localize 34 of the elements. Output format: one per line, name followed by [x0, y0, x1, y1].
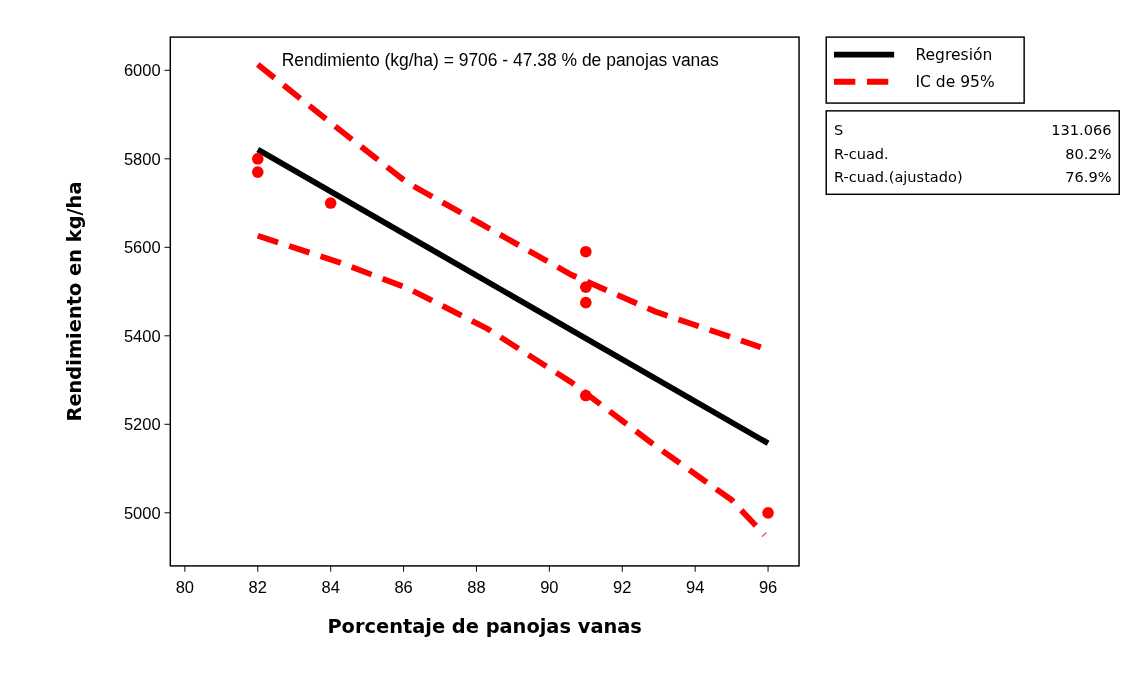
x-tick-label: 90 — [540, 578, 559, 597]
text: R-cuad.(ajustado) — [833, 167, 963, 185]
text: 80.2% — [1065, 144, 1112, 162]
x-tick-label: 96 — [758, 578, 778, 597]
x-tick-label: 92 — [613, 578, 632, 597]
point — [580, 281, 592, 293]
x-tick-label: 86 — [394, 578, 413, 597]
point — [251, 152, 264, 165]
y-tick-label: 5000 — [123, 503, 161, 522]
point — [580, 389, 592, 402]
x-tick-label: 80 — [175, 578, 195, 597]
point — [580, 245, 592, 258]
x-axis-title: Porcentaje de panojas vanas — [327, 614, 642, 638]
text: S — [833, 121, 844, 139]
text: 131.066 — [1051, 121, 1112, 139]
y-tick-label: 5200 — [123, 415, 161, 434]
y-tick-label: 6000 — [123, 61, 161, 80]
y-tick-label: 5600 — [123, 238, 161, 257]
x-tick-label: 88 — [467, 578, 486, 597]
y-tick-label: 5400 — [123, 326, 161, 345]
text: 76.9% — [1065, 167, 1112, 185]
legend-label: IC de 95% — [915, 73, 995, 92]
y-tick-label: 5800 — [123, 149, 161, 168]
point — [762, 506, 774, 519]
point — [251, 166, 264, 178]
point — [324, 197, 337, 209]
x-tick-label: 94 — [685, 578, 705, 597]
legend-label: Regresión — [915, 46, 993, 65]
annotation: Rendimiento (kg/ha) = 9706 - 47.38 % de panojas vanas — [281, 50, 720, 71]
x-tick-label: 84 — [321, 578, 340, 597]
point — [580, 296, 592, 309]
text: R-cuad. — [833, 144, 889, 162]
y-axis-title: Rendimiento en kg/ha — [63, 181, 87, 422]
x-tick-label: 82 — [248, 578, 267, 597]
